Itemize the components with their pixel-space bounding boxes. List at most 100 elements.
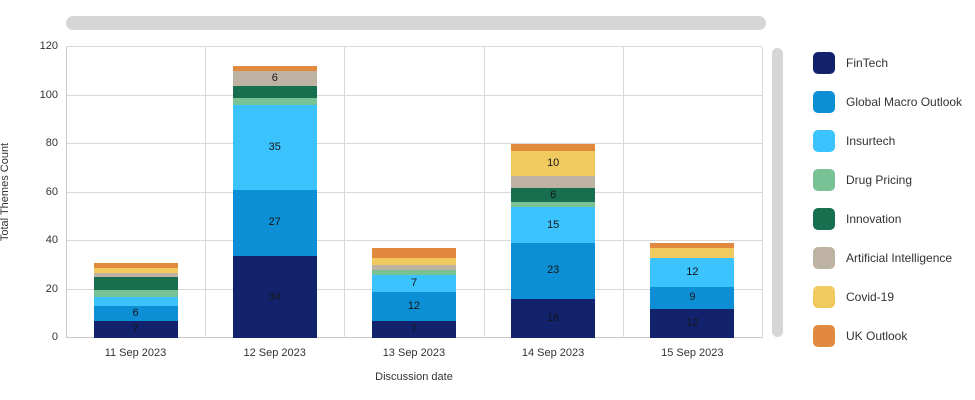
bar-segment-label: 12 (407, 299, 421, 312)
legend-swatch (813, 52, 835, 74)
horizontal-scrollbar[interactable] (66, 16, 766, 30)
bar-segment[interactable]: 6 (511, 187, 596, 203)
bar-segment-label: 12 (686, 316, 699, 329)
bar-segment[interactable]: 23 (511, 243, 596, 300)
bar-segment[interactable] (93, 277, 178, 290)
legend-item-covid-19[interactable]: Covid-19 (813, 286, 962, 308)
bar-segment-label: 12 (686, 265, 699, 278)
legend-item-insurtech[interactable]: Insurtech (813, 130, 962, 152)
legend-swatch (813, 325, 835, 347)
gridline (622, 47, 624, 338)
bar-segment[interactable] (650, 248, 735, 258)
x-tick-label: 15 Sep 2023 (661, 347, 724, 359)
bar-segment[interactable] (232, 97, 317, 106)
bar-segment[interactable] (232, 85, 317, 98)
bar-segment-label: 6 (271, 72, 278, 85)
gridline (66, 94, 762, 96)
legend-item-innovation[interactable]: Innovation (813, 208, 962, 230)
bar-segment[interactable]: 10 (511, 151, 596, 176)
legend-swatch (813, 286, 835, 308)
bar-segment[interactable] (650, 243, 735, 249)
legend-label: FinTech (846, 56, 889, 70)
bar-segment-label: 7 (132, 323, 139, 336)
gridline (483, 47, 485, 338)
legend: FinTech Global Macro Outlook Insurtech Drug… (813, 52, 962, 347)
bar-segment-label: 16 (547, 312, 560, 325)
bar-segment[interactable] (511, 175, 596, 188)
bar-segment[interactable]: 9 (650, 287, 735, 309)
x-tick-label: 13 Sep 2023 (382, 347, 446, 359)
bar-segment[interactable] (93, 296, 178, 307)
bar-segment[interactable]: 27 (232, 190, 317, 256)
bar-segment[interactable] (372, 265, 456, 271)
bar-segment[interactable] (93, 272, 178, 278)
bar-segment-label: 9 (689, 291, 696, 304)
legend-item-drug-pricing[interactable]: Drug Pricing (813, 169, 962, 191)
bar-segment[interactable]: 34 (232, 255, 317, 338)
gridline (66, 46, 762, 47)
bar-segment[interactable]: 35 (232, 105, 317, 191)
bar-segment[interactable] (372, 270, 456, 275)
gridline (344, 47, 346, 338)
bar-segment[interactable] (93, 267, 178, 273)
bar-segment[interactable]: 12 (372, 291, 456, 322)
y-tick-label: 40 (45, 234, 58, 246)
bar-segment[interactable] (93, 262, 178, 268)
y-tick-label: 60 (45, 185, 58, 198)
bar-segment[interactable]: 7 (372, 274, 456, 292)
legend-label: Covid-19 (846, 290, 895, 304)
bar-segment-label: 15 (547, 219, 560, 232)
x-tick-label: 11 Sep 2023 (104, 347, 167, 359)
gridline (205, 47, 207, 338)
x-axis-title: Discussion date (375, 371, 453, 383)
x-tick-label: 12 Sep 2023 (243, 347, 306, 359)
legend-label: Artificial Intelligence (846, 251, 953, 265)
legend-label: Innovation (846, 212, 902, 226)
gridline (66, 240, 762, 241)
y-tick-label: 20 (45, 282, 58, 295)
bar-segment-label: 6 (132, 307, 139, 320)
bar-segment[interactable] (372, 248, 456, 258)
bar-segment-label: 7 (410, 323, 418, 336)
bar-segment[interactable]: 6 (93, 306, 178, 322)
bar-segment[interactable] (511, 202, 596, 208)
bar-segment-label: 27 (268, 216, 281, 229)
legend-swatch (813, 130, 835, 152)
y-axis-line (66, 47, 67, 338)
legend-swatch (813, 208, 835, 230)
legend-item-uk-outlook[interactable]: UK Outlook (813, 325, 962, 347)
bar-segment[interactable] (511, 144, 596, 152)
legend-swatch (813, 169, 835, 191)
legend-item-fintech[interactable]: FinTech (813, 52, 962, 74)
bar-segment[interactable]: 7 (372, 321, 456, 338)
legend-label: Insurtech (846, 134, 896, 148)
y-tick-label: 100 (39, 88, 58, 101)
y-tick-label: 80 (45, 137, 58, 149)
bar-segment[interactable]: 12 (650, 308, 735, 338)
gridline (762, 47, 763, 338)
bar-segment[interactable]: 7 (93, 321, 178, 338)
legend-label: Global Macro Outlook (846, 95, 963, 109)
vertical-scrollbar[interactable] (772, 48, 783, 337)
bar-segment-label: 7 (410, 276, 418, 289)
bar-segment[interactable]: 12 (650, 257, 735, 288)
bar-segment[interactable] (372, 257, 456, 266)
bar-segment[interactable]: 15 (511, 207, 596, 244)
bar-segment[interactable]: 16 (511, 299, 596, 338)
legend-swatch (813, 247, 835, 269)
legend-item-artificial-intelligence[interactable]: Artificial Intelligence (813, 247, 962, 269)
y-tick-label: 120 (39, 40, 58, 52)
gridline (66, 191, 762, 193)
bar-segment-label: 10 (547, 157, 560, 170)
bar-segment-label: 35 (268, 141, 281, 154)
bar-segment[interactable] (93, 289, 178, 297)
bar-segment-label: 23 (547, 264, 560, 277)
y-tick-label: 0 (51, 331, 58, 343)
legend-label: UK Outlook (846, 329, 908, 343)
legend-item-global-macro-outlook[interactable]: Global Macro Outlook (813, 91, 962, 113)
bar-segment[interactable]: 6 (232, 71, 317, 86)
bar-segment-label: 34 (268, 290, 281, 303)
bar-segment[interactable] (232, 66, 317, 72)
legend-swatch (813, 91, 835, 113)
